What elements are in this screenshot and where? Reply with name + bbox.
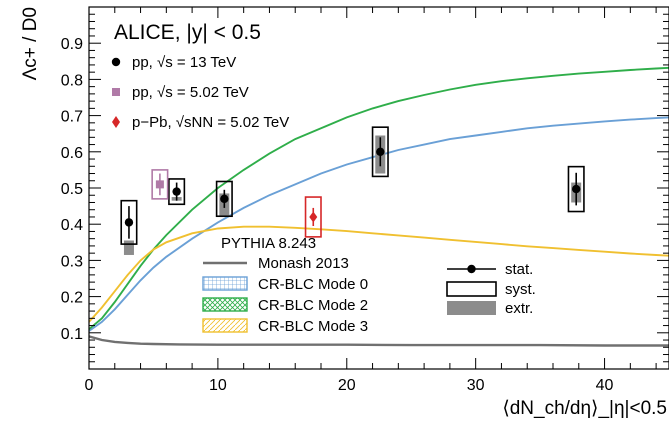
legend-marker — [111, 57, 121, 67]
y-tick-label: 0.6 — [61, 145, 83, 162]
syst-box — [567, 165, 585, 213]
model-legend-label: Monash 2013 — [258, 255, 349, 272]
y-tick-label: 0.5 — [61, 181, 83, 198]
data-legend-entry: pp, √s = 5.02 TeV — [112, 84, 249, 101]
model-legend-entry: Monash 2013 — [203, 255, 349, 272]
y-tick-label: 0.2 — [61, 290, 83, 307]
legend-swatch — [202, 276, 248, 291]
axes: 0 10 20 30 40 0.1 0.2 0.3 0.4 0.5 0.6 0.7 0.8 0.9 — [61, 6, 669, 394]
syst-box — [120, 199, 138, 245]
data-legend-entry: p−Pb, √sNN = 5.02 TeV — [112, 114, 289, 131]
model-curve-cr-blc-mode-0 — [89, 116, 669, 332]
data-legend-label: p−Pb, √sNN = 5.02 TeV — [132, 114, 289, 131]
y-tick-label: 0.3 — [61, 253, 83, 270]
legend-swatch — [446, 281, 497, 297]
data-point — [220, 194, 229, 204]
x-tick-label: 0 — [85, 377, 94, 394]
syst-box — [304, 196, 322, 238]
syst-box — [215, 180, 233, 218]
data-point — [572, 184, 581, 194]
data-legend-label: pp, √s = 13 TeV — [132, 54, 236, 71]
plot-area — [89, 66, 669, 347]
data-point — [172, 187, 181, 196]
model-legend-label: CR-BLC Mode 2 — [258, 297, 368, 314]
data-legend-label: pp, √s = 5.02 TeV — [132, 84, 249, 101]
syst-box — [168, 178, 186, 206]
y-tick-label: 0.7 — [61, 109, 83, 126]
y-tick-label: 0.1 — [61, 326, 83, 343]
series-2 — [304, 196, 322, 238]
uncertainty-legend-entry: syst. — [446, 281, 536, 298]
model-curve-cr-blc-mode-3 — [89, 225, 669, 323]
series-1 — [151, 169, 169, 200]
legends: pp, √s = 13 TeV pp, √s = 5.02 TeV p−Pb, √s… — [111, 54, 536, 335]
legend-swatch — [202, 297, 248, 312]
model-curves — [89, 66, 669, 347]
model-legend-title: PYTHIA 8.243 — [221, 235, 316, 252]
uncertainty-legend-label: extr. — [505, 300, 533, 317]
model-curve-monash-2013 — [89, 335, 669, 347]
model-legend-entry: CR-BLC Mode 0 — [202, 276, 368, 293]
uncertainty-legend-entry: stat. — [447, 261, 533, 278]
model-legend-label: CR-BLC Mode 0 — [258, 276, 368, 293]
chart-header: ALICE, |y| < 0.5 — [114, 21, 261, 44]
x-tick-label: 30 — [467, 377, 485, 394]
x-tick-label: 10 — [209, 377, 227, 394]
uncertainty-legend-entry: extr. — [447, 300, 533, 317]
y-tick-label: 0.8 — [61, 72, 83, 89]
uncertainty-legend-label: stat. — [505, 261, 533, 278]
data-legend-entry: pp, √s = 13 TeV — [111, 54, 236, 71]
data-point — [309, 211, 318, 223]
y-tick-label: 0.9 — [61, 36, 83, 53]
x-tick-label: 20 — [338, 377, 356, 394]
x-axis-title: ⟨dN_ch/dη⟩_|η|<0.5 — [502, 398, 667, 419]
uncertainty-legend-label: syst. — [505, 281, 536, 298]
x-tick-label: 40 — [596, 377, 614, 394]
syst-box — [371, 126, 389, 178]
legend-swatch — [202, 318, 248, 333]
model-curve-cr-blc-mode-2 — [89, 66, 669, 330]
model-legend-entry: CR-BLC Mode 3 — [202, 318, 368, 335]
extr-box — [123, 240, 134, 255]
syst-box — [151, 169, 169, 200]
legend-marker — [467, 264, 476, 274]
legend-marker — [112, 88, 120, 96]
data-point — [155, 180, 164, 189]
legend-marker — [112, 116, 120, 128]
model-legend-label: CR-BLC Mode 3 — [258, 318, 368, 335]
model-legend-entry: CR-BLC Mode 2 — [202, 297, 368, 314]
series-0 — [120, 126, 585, 255]
y-axis-title: Λc+ / D0 — [20, 7, 41, 80]
y-tick-label: 0.4 — [61, 217, 83, 234]
legend-swatch — [447, 301, 496, 315]
data-point — [376, 147, 385, 156]
data-point — [124, 218, 134, 227]
